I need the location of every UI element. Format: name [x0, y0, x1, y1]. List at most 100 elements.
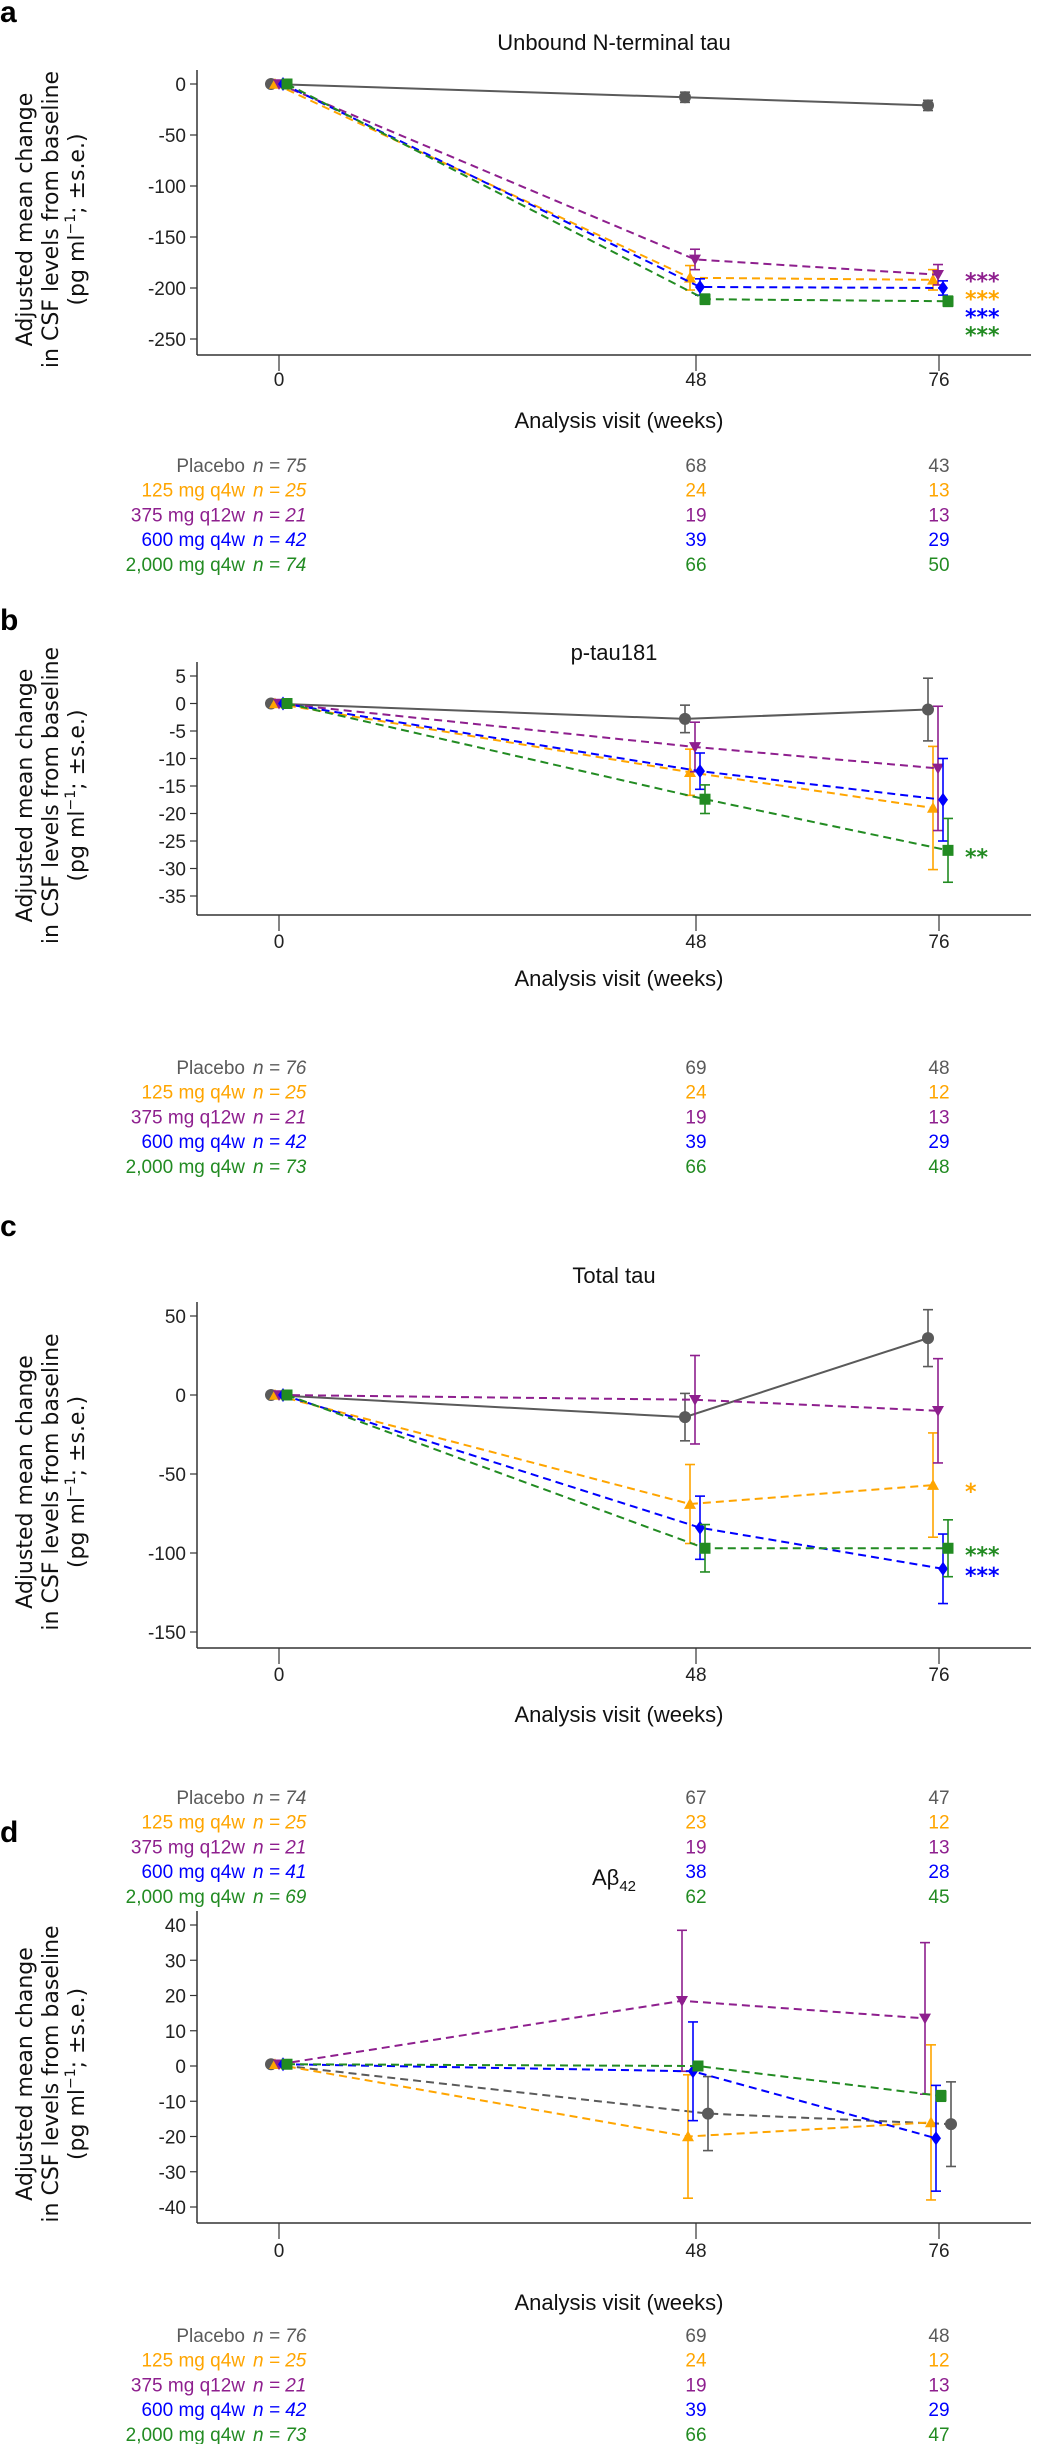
n-baseline: n = 25	[253, 1083, 307, 1104]
n-baseline: n = 75	[253, 456, 307, 477]
y-tick-label: -15	[159, 777, 186, 798]
x-tick-label: 76	[928, 370, 949, 391]
significance-marker: ***	[965, 324, 1000, 349]
x-tick-label: 48	[685, 2241, 706, 2262]
n-week48: 24	[685, 481, 707, 502]
series-diamond	[278, 2021, 941, 2192]
data-point-circle	[922, 99, 934, 112]
y-tick-label: 50	[165, 1307, 186, 1328]
n-table-row: Placebo n = 74 67 47	[176, 1788, 949, 1809]
n-week76: 13	[928, 1837, 949, 1858]
n-table-row: Placebo n = 75 68 43	[176, 456, 949, 477]
n-table-row: 375 mg q12w n = 21 19 13	[131, 1837, 950, 1858]
n-week76: 45	[928, 1887, 949, 1908]
group-name: 2,000 mg q4w	[126, 555, 246, 576]
n-baseline: n = 73	[253, 2425, 307, 2444]
n-table-row: 600 mg q4w n = 42 39 29	[141, 2400, 949, 2421]
y-axis-label-superscript: −1	[63, 214, 79, 235]
n-table: Placebo n = 76 69 48 125 mg q4w n = 25 24 12 375…	[126, 2326, 950, 2444]
group-name: 600 mg q4w	[141, 2400, 245, 2421]
group-name: 375 mg q12w	[131, 2375, 245, 2396]
chart-title-subscript: 42	[619, 1878, 636, 1895]
x-tick-label: 0	[274, 2241, 285, 2262]
chart-title: p-tau181	[571, 640, 658, 665]
data-point-triangle-up	[682, 2130, 694, 2142]
data-point-square	[942, 295, 954, 307]
y-tick-label: 0	[175, 1386, 186, 1407]
y-axis-label-superscript: −1	[63, 790, 79, 811]
n-baseline: n = 76	[253, 1058, 307, 1079]
data-point-triangle-down	[689, 254, 701, 266]
y-axis-label-se: ; ±s.e.)	[65, 709, 90, 789]
y-axis-label-line3: (pg ml−1; ±s.e.)	[63, 1396, 90, 1568]
series-line	[286, 702, 949, 852]
series-line	[278, 83, 939, 276]
data-point-triangle-down	[932, 763, 944, 775]
n-week48: 39	[685, 2400, 706, 2421]
n-baseline: n = 41	[253, 1862, 306, 1883]
n-baseline: n = 25	[253, 1813, 307, 1834]
n-week76: 29	[928, 1132, 949, 1153]
y-tick-label: -100	[148, 1544, 186, 1565]
n-week76: 43	[928, 456, 949, 477]
n-baseline: n = 21	[253, 505, 306, 526]
series-circle	[265, 2058, 957, 2168]
series-circle	[265, 1308, 934, 1442]
series-circle	[265, 677, 934, 742]
n-week76: 28	[928, 1862, 949, 1883]
y-axis-label-line2: in CSF levels from baseline	[39, 1333, 64, 1630]
y-tick-label: -20	[159, 2128, 186, 2149]
y-tick-label: -5	[169, 722, 186, 743]
y-axis-label: Adjusted mean change in CSF levels from b…	[13, 1333, 90, 1630]
series-line	[278, 1999, 926, 2066]
data-point-square	[699, 1542, 711, 1554]
y-tick-label: -25	[159, 832, 186, 853]
n-week48: 19	[685, 505, 706, 526]
group-name: 375 mg q12w	[131, 505, 245, 526]
n-table-row: 375 mg q12w n = 21 19 13	[131, 505, 950, 526]
data-point-square	[935, 2090, 947, 2102]
n-week76: 13	[928, 1107, 949, 1128]
significance-marker: ***	[965, 306, 1000, 331]
y-axis-label: Adjusted mean change in CSF levels from b…	[13, 71, 90, 368]
group-name: Placebo	[176, 1788, 245, 1809]
group-name: 2,000 mg q4w	[126, 1157, 246, 1178]
data-point-diamond	[938, 1561, 948, 1576]
y-tick-label: -50	[159, 126, 186, 147]
chart-title-main: Aβ	[592, 1865, 619, 1890]
panel-label: a	[0, 0, 17, 29]
data-point-square	[281, 1389, 293, 1401]
data-point-triangle-down	[689, 1394, 701, 1406]
y-axis-label-line1: Adjusted mean change	[13, 93, 38, 347]
data-point-circle	[702, 2107, 714, 2120]
x-tick-label: 0	[274, 932, 285, 953]
x-tick-label: 76	[928, 2241, 949, 2262]
data-point-circle	[679, 1411, 691, 1424]
n-week76: 48	[928, 1157, 949, 1178]
n-week48: 19	[685, 2375, 706, 2396]
series-line	[286, 2063, 942, 2097]
series-line	[282, 1394, 944, 1570]
y-axis-label-unit: (pg ml	[65, 234, 90, 305]
series-triangle-down	[273, 79, 944, 286]
n-week76: 29	[928, 530, 949, 551]
n-baseline: n = 21	[253, 2375, 306, 2396]
y-tick-label: -35	[159, 887, 186, 908]
data-point-triangle-down	[919, 2013, 931, 2025]
y-tick-label: -40	[159, 2198, 186, 2219]
y-axis-label-unit: (pg ml	[65, 1497, 90, 1568]
data-point-square	[281, 78, 293, 90]
n-week48: 19	[685, 1107, 706, 1128]
chart-title-main: Total tau	[572, 1263, 655, 1288]
y-axis-label-line1: Adjusted mean change	[13, 1947, 38, 2201]
n-week76: 12	[928, 1813, 949, 1834]
n-table-row: 2,000 mg q4w n = 69 62 45	[126, 1887, 950, 1908]
n-table-row: 375 mg q12w n = 21 19 13	[131, 2375, 950, 2396]
group-name: Placebo	[176, 456, 245, 477]
n-week76: 12	[928, 1083, 949, 1104]
data-point-triangle-down	[932, 269, 944, 281]
n-baseline: n = 25	[253, 2351, 307, 2372]
data-point-circle	[922, 1332, 934, 1345]
n-table: Placebo n = 76 69 48 125 mg q4w n = 25 24 12 375…	[126, 1058, 950, 1178]
chart-title-main: Unbound N-terminal tau	[497, 30, 731, 55]
